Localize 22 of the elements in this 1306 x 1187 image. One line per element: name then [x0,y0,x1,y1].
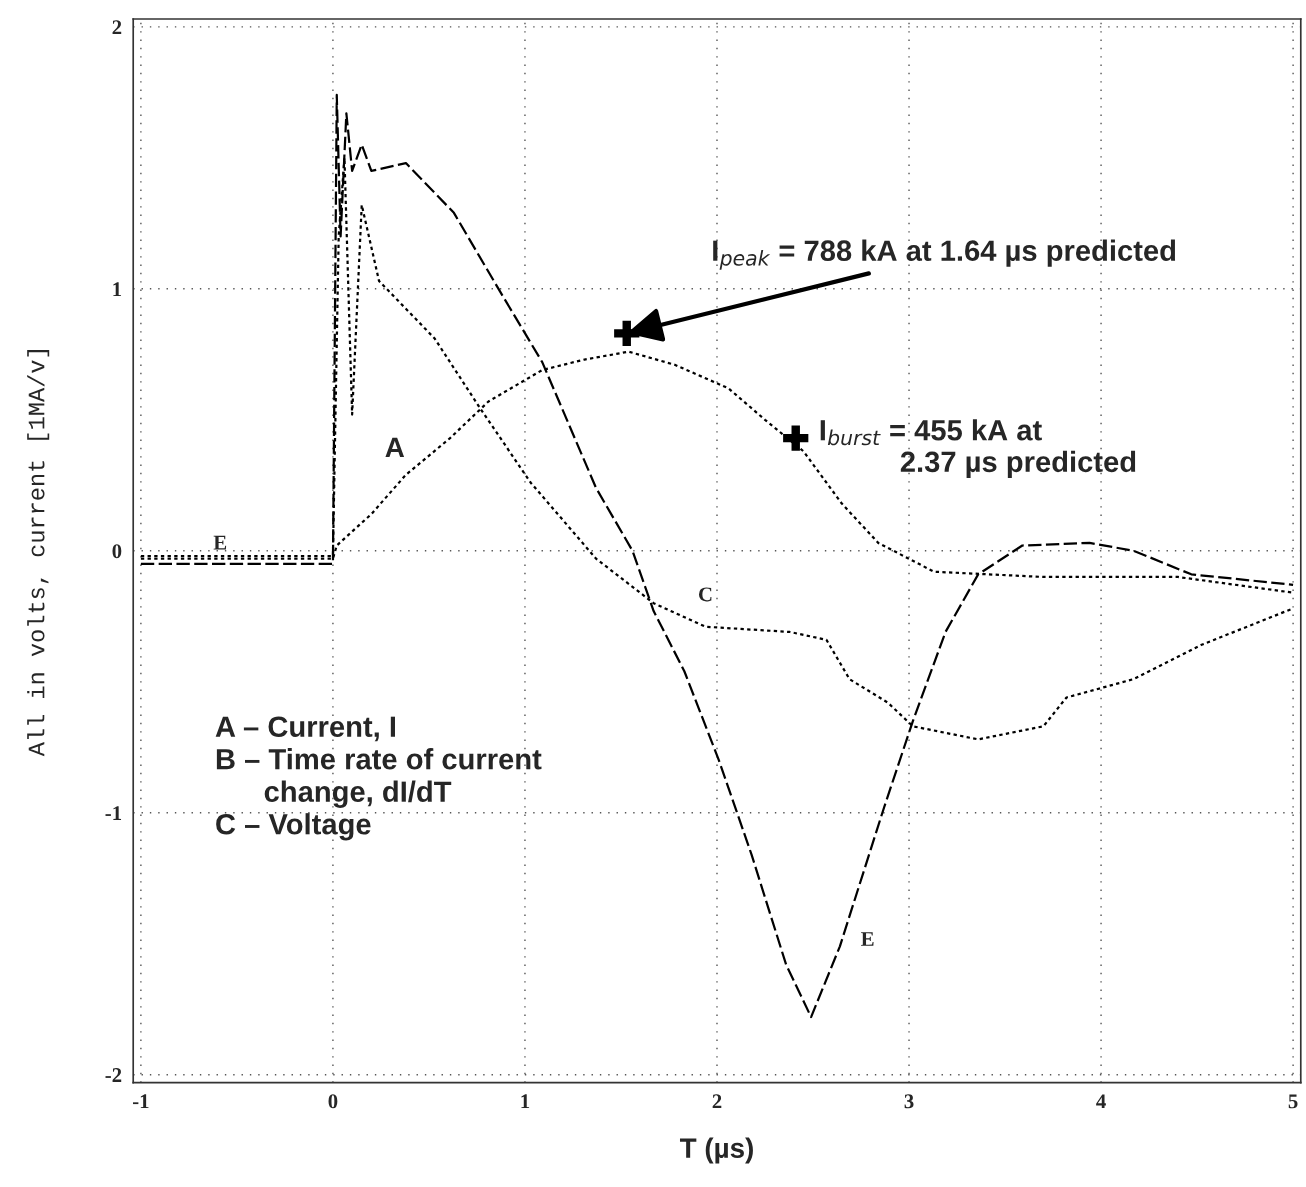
y-tick-label: 0 [112,544,122,559]
y-tick-label: 2 [112,20,122,35]
y-tick-label: -1 [105,806,122,820]
x-tick-label: 5 [1288,1094,1298,1109]
annotation: C [698,587,712,602]
y-axis-title: All in volts, current [1MA/v] [27,350,50,757]
line-series [139,93,1295,1019]
annotation: E [861,932,874,946]
x-tick-label: 2 [712,1094,722,1109]
annotation: A [385,437,405,457]
x-tick-label: 1 [521,1094,530,1109]
annotation: I$_{burst}$ = 455 kA at 2.37 µs predicted [820,419,1136,478]
x-axis-title: T (µs) [679,1137,753,1164]
annotation: I$_{peak}$ = 788 kA at 1.64 µs predicted [713,239,1176,270]
annotation: E [213,535,227,550]
x-tick-label: 0 [328,1094,338,1109]
x-tick-label: 3 [904,1094,914,1109]
x-tick-label: -1 [132,1094,149,1109]
x-tick-label: 4 [1096,1094,1106,1109]
y-tick-label: 1 [113,282,122,297]
y-tick-label: -2 [105,1068,122,1082]
annotation: A – Current, I B – Time rate of current change, dI/dT C – Voltage [215,716,542,841]
